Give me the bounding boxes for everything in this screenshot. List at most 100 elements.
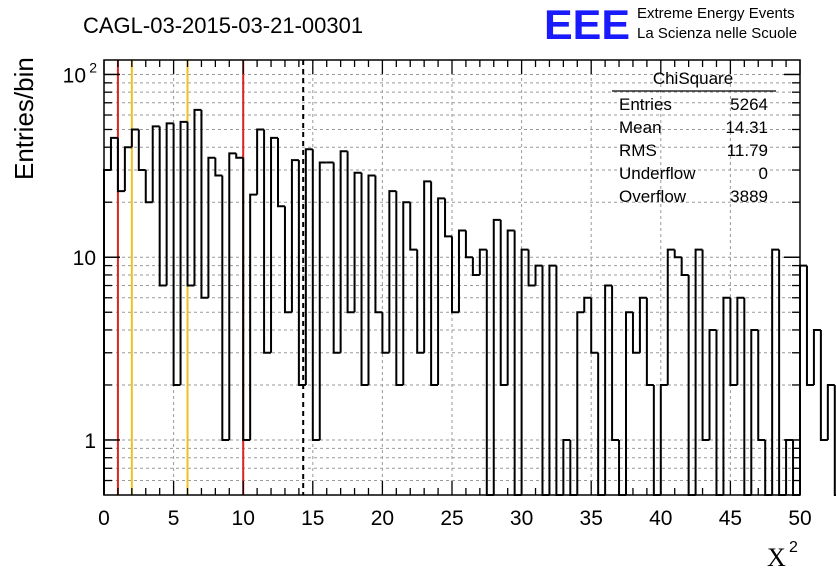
logo-line-2: La Scienza nelle Scuole [637,25,797,42]
histogram-bin [311,149,320,441]
histogram-bin [715,329,724,496]
histogram-bin [604,284,613,495]
histogram-bin [430,181,439,386]
stats-value: 5264 [730,95,768,114]
y-axis-label: Entries/bin [9,57,39,180]
histogram-bin [283,206,292,314]
stats-label: RMS [619,141,657,160]
histogram-bin [478,248,487,275]
histogram-bin [158,126,167,287]
histogram-bin [409,202,418,251]
stats-value: 14.31 [725,118,768,137]
logo-line-1: Extreme Energy Events [637,5,795,22]
histogram-bin [708,328,717,440]
histogram-bin [805,265,814,386]
y-tick-label: 10 2 [63,59,98,87]
histogram-bin [339,150,348,353]
x-tick-label: 25 [440,507,463,530]
histogram-bin [659,383,668,495]
histogram-bin [256,128,265,195]
histogram-bin [144,170,153,204]
x-axis-label: X 2 [767,539,798,572]
logo-text: EEE [544,1,630,48]
histogram-bin [548,264,557,495]
histogram-bin [812,328,821,385]
histogram-bin [576,311,585,495]
histogram-bin [464,230,473,259]
histogram-bin [611,285,620,441]
stats-row-mean: Mean 14.31 [619,118,768,137]
histogram-bin [799,264,807,495]
x-tick-label: 0 [98,507,110,530]
histogram-bin [520,248,529,495]
histogram-bin [590,297,599,354]
histogram-bin [381,312,390,354]
stats-label: Underflow [619,164,696,183]
stats-row-overflow: Overflow 3889 [619,187,768,206]
x-tick-label: 20 [371,507,394,530]
histogram-bin [562,438,571,495]
histogram-bin [353,171,362,313]
stats-box: ChiSquare Entries 5264 Mean 14.31 RMS 11… [612,69,776,206]
histogram-bin [235,153,244,159]
histogram-bin [583,296,592,313]
x-axis-label-exponent: 2 [789,539,798,556]
histogram-bin [242,157,251,441]
stats-row-entries: Entries 5264 [619,95,768,114]
histogram-bin [367,174,376,385]
histogram-bin [137,129,146,172]
histogram-bin [200,109,209,299]
histogram-bin [743,297,752,496]
histogram-bin [193,108,202,286]
x-tick-label: 10 [232,507,255,530]
histogram-bin [451,236,459,314]
histogram-bin [297,160,306,386]
stats-value: 0 [759,164,768,183]
histogram-bin [444,198,452,238]
reference-lines [116,60,305,495]
histogram-bin [673,249,682,259]
histogram-bin [270,136,278,353]
histogram-bin [701,249,710,441]
histogram-bin [290,159,299,313]
y-tick-label: 10 [73,247,96,270]
histogram-bin [638,296,647,353]
y-tick-label-exponent: 2 [89,59,97,75]
histogram-bin [694,248,703,495]
y-tick-label-base: 10 [63,64,86,87]
histogram-bin [109,136,118,171]
x-tick-label: 45 [719,507,742,530]
histogram-bin [214,157,223,177]
histogram-bin [555,265,564,496]
stats-label: Overflow [619,187,687,206]
histogram-bin [597,352,606,496]
histogram-bin [819,329,828,441]
histogram-bin [346,151,355,314]
histogram-bin [263,129,272,354]
stats-label: Mean [619,118,662,137]
x-tick-label: 35 [580,507,603,530]
x-tick-label: 40 [649,507,672,530]
histogram-bin [123,146,132,192]
histogram-bin [304,148,313,385]
histogram-bin [437,197,446,385]
histogram-bin [680,257,689,276]
histogram-bin [277,137,285,208]
stats-value: 11.79 [727,141,768,160]
histogram-bin [625,311,633,495]
histogram-bin [534,264,543,286]
histogram-bin [778,249,787,496]
run-title: CAGL-03-2015-03-21-00301 [83,13,363,38]
histogram-bin [499,219,508,386]
histogram-bin [116,137,125,193]
histogram-bin [722,296,731,495]
histogram-bin [318,161,327,440]
x-tick-label: 30 [510,507,533,530]
histogram-bin [374,175,383,314]
histogram-bin [360,172,369,386]
histogram-bin [541,265,550,496]
histogram-bin [151,125,160,203]
histogram-bin [826,383,835,440]
y-tick-label: 1 [84,430,96,453]
